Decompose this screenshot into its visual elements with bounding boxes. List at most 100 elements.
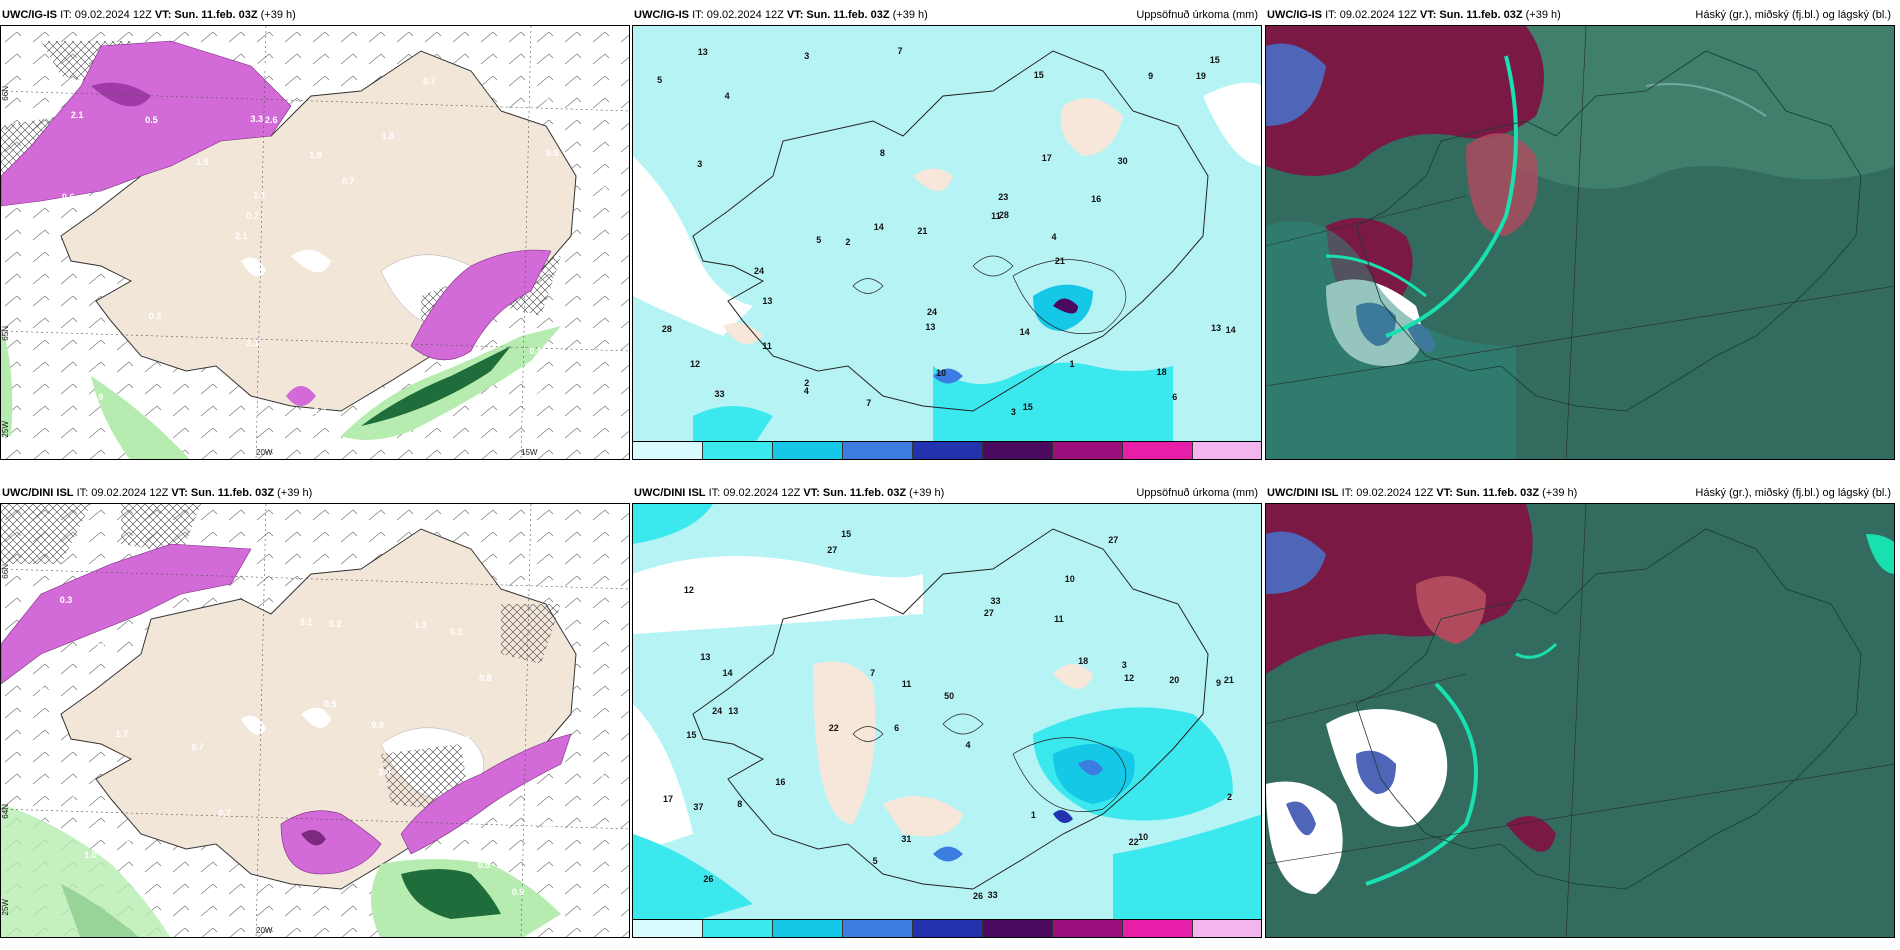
lead-time: (+39 h) [909, 487, 945, 499]
value-label: 14 [1019, 327, 1030, 338]
panel-header: UWC/DINI ISL IT: 09.02.2024 12Z VT: Sun.… [632, 483, 1262, 503]
map-canvas[interactable]: 7 3 2 1 3 4 5 6 7 8 9 10 14 13 15 11 3 4 2 5 14 15 23 33 30 24 28 1… [632, 25, 1262, 460]
value-label: 0.3 [253, 60, 266, 71]
legend-swatch: 100 [983, 442, 1053, 459]
value-label: 1.5 [94, 637, 107, 648]
value-label: 5 [872, 855, 878, 866]
value-label: 6 [894, 722, 900, 733]
value-label: 21 [1054, 255, 1065, 266]
map-canvas[interactable]: 20W 15W 66N 65N 25W 0.9 0.6 1.5 2.1 1.8 1.9 3.… [0, 25, 630, 460]
value-label: 7 [897, 46, 903, 57]
value-label: 9 [1215, 678, 1221, 689]
value-label: 2.1 [70, 110, 84, 121]
map-graphic [1266, 504, 1894, 937]
value-label: 0.3 [59, 594, 73, 605]
legend-swatch: 400 [1193, 442, 1261, 459]
value-label: 27 [827, 544, 838, 555]
value-label: 0.8 [479, 672, 492, 683]
value-label: 0.2 [245, 576, 258, 587]
valid-time: Sun. 11.feb. 03Z [822, 487, 907, 499]
field-title: Uppsöfnuð úrkoma (mm) [1136, 487, 1258, 499]
map-graphic [1, 504, 629, 937]
map-canvas[interactable]: 15 10 9 6 4 13 12 11 15 27 50 26 27 22 26 33 31 27 18 16 14 2… [632, 503, 1262, 938]
value-label: 8 [879, 147, 885, 158]
value-label: 21 [1223, 674, 1234, 685]
value-label: 28 [998, 209, 1009, 220]
value-label: 1.1 [81, 313, 94, 324]
value-label: 7 [870, 667, 876, 678]
value-label: 0.5 [546, 147, 559, 158]
map-canvas[interactable] [1265, 25, 1895, 460]
value-label: 0.9 [511, 887, 525, 898]
value-label: 0.9 [536, 386, 550, 397]
value-label: 0.5 [118, 833, 131, 844]
value-label: 10 [936, 368, 947, 379]
legend-swatch: 25 [773, 920, 843, 937]
valid-time-label: VT: [171, 487, 188, 499]
panel-header: UWC/IG-IS IT: 09.02.2024 12Z VT: Sun. 11… [0, 5, 630, 25]
lon-label-15w: 15W [521, 448, 538, 457]
value-label: 24 [753, 265, 764, 276]
value-label: 2.3 [313, 406, 327, 417]
model-name: UWC/DINI ISL [2, 487, 74, 499]
valid-time: Sun. 11.feb. 03Z [1455, 487, 1540, 499]
value-label: 0.5 [145, 115, 158, 126]
value-label: 1.8 [381, 131, 395, 142]
value-label: 2.6 [265, 114, 278, 125]
value-label: 1.9 [90, 392, 104, 403]
value-label: 2 [845, 237, 851, 248]
value-label: 31 [901, 833, 912, 844]
value-label: 1.1 [599, 771, 613, 782]
legend-swatch: 200 [1123, 920, 1193, 937]
legend-swatch: 1 [633, 442, 703, 459]
valid-time: Sun. 11.feb. 03Z [190, 487, 275, 499]
map-canvas[interactable] [1265, 503, 1895, 938]
field-title: Háský (gr.), miðský (fj.bl.) og lágský (… [1695, 9, 1891, 21]
value-label: 15 [841, 528, 852, 539]
value-label: 1.7 [115, 729, 129, 740]
init-time: IT: 09.02.2024 12Z [76, 487, 169, 499]
value-label: 13 [925, 322, 936, 333]
value-label: 2 [1226, 792, 1232, 803]
value-label: 0.9 [432, 269, 445, 280]
value-label: 27 [983, 607, 994, 618]
model-name: UWC/IG-IS [634, 9, 689, 21]
legend-swatch: 50 [843, 920, 913, 937]
iceland-outline [692, 50, 1209, 412]
lead-time: (+39 h) [1525, 9, 1561, 21]
value-label: 6 [1172, 391, 1178, 402]
value-label: 2.1 [235, 231, 248, 242]
init-time: IT: 09.02.2024 12Z [1341, 487, 1434, 499]
value-label: 13 [1211, 323, 1222, 334]
value-label: 0.6 [542, 819, 556, 830]
value-label: 14 [1225, 324, 1236, 335]
value-label: 1.1 [253, 190, 266, 201]
map-graphic [633, 504, 1261, 937]
precip-area-nw [1, 543, 252, 685]
precip-color-legend: 110255075100150200400 [633, 441, 1261, 459]
value-label: 3.1 [299, 616, 313, 627]
value-label: 5 [657, 74, 663, 85]
value-label: 1.5 [529, 551, 542, 562]
panel-dini-precip-wind: UWC/DINI ISL IT: 09.02.2024 12Z VT: Sun.… [0, 483, 630, 938]
value-label: 13 [728, 705, 739, 716]
value-label: 18 [1078, 655, 1089, 666]
legend-swatch: 75 [913, 442, 983, 459]
value-label: 23 [998, 192, 1009, 203]
value-label: 12 [1124, 673, 1135, 684]
value-label: 1.9 [309, 149, 322, 160]
value-label: 11 [762, 341, 772, 352]
value-label: 10 [1138, 831, 1149, 842]
value-label: 3.0 [378, 767, 391, 778]
map-canvas[interactable]: 20W 66N 64N 25W 0.9 1.7 3.0 0.3 0.6 1.5 0.5 0.7… [0, 503, 630, 938]
init-time: IT: 09.02.2024 12Z [60, 9, 152, 21]
legend-swatch: 200 [1123, 442, 1193, 459]
value-label: 28 [661, 324, 672, 335]
value-label: 4 [724, 90, 730, 101]
value-label: 13 [700, 652, 711, 663]
value-label: 15 [686, 729, 697, 740]
map-graphic [1, 26, 629, 459]
value-label: 0.3 [148, 311, 162, 322]
field-title: Uppsöfnuð úrkoma (mm) [1136, 9, 1258, 21]
legend-swatch: 1 [633, 920, 703, 937]
